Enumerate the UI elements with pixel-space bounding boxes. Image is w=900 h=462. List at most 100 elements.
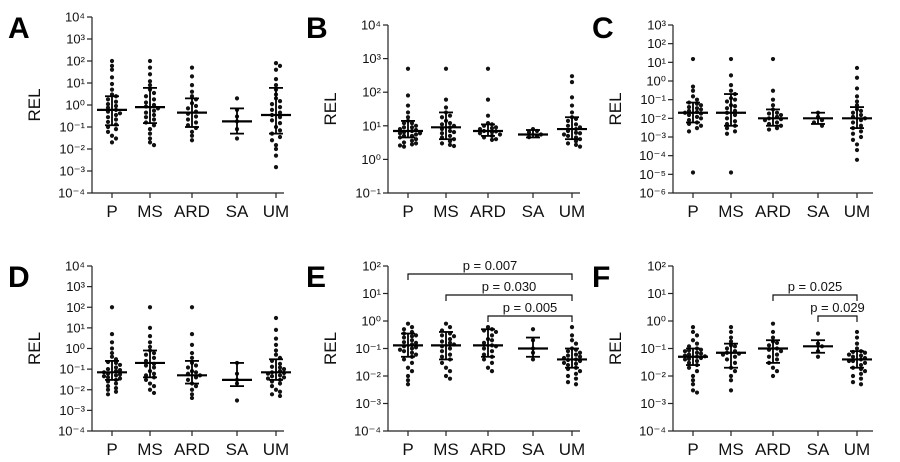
data-point — [113, 389, 119, 394]
data-point — [858, 123, 864, 128]
data-point — [109, 63, 115, 68]
panel-letter: A — [8, 12, 30, 45]
data-point — [147, 127, 153, 132]
data-point — [151, 97, 157, 102]
data-point — [185, 365, 191, 370]
y-tick-label: 10² — [66, 300, 85, 315]
data-point — [854, 99, 860, 104]
data-point — [732, 97, 738, 102]
data-point — [565, 373, 571, 379]
data-point — [409, 369, 415, 374]
data-point — [447, 121, 453, 126]
x-tick-label: ARD — [174, 202, 210, 221]
x-tick-label: P — [687, 440, 698, 459]
x-tick-label: UM — [263, 202, 289, 221]
data-point — [577, 131, 583, 136]
y-tick-label: 10⁻³ — [640, 130, 666, 145]
y-tick-label: 10⁻³ — [355, 396, 381, 411]
data-point — [770, 97, 776, 102]
data-point — [766, 111, 772, 116]
y-tick-label: 10¹ — [647, 55, 666, 70]
data-point — [277, 373, 283, 378]
x-tick-label: P — [106, 440, 117, 459]
data-point — [193, 114, 199, 119]
data-point — [273, 327, 279, 332]
panel-letter: C — [592, 12, 614, 45]
data-point — [850, 131, 856, 136]
data-point — [858, 353, 864, 358]
x-tick-label: UM — [844, 202, 870, 221]
data-point — [405, 382, 411, 387]
data-point — [565, 118, 571, 123]
x-tick-label: MS — [137, 440, 163, 459]
data-point — [569, 338, 575, 343]
data-point — [189, 133, 195, 138]
data-point — [565, 141, 571, 146]
data-point — [690, 88, 696, 93]
data-point — [858, 362, 864, 368]
data-point — [573, 341, 579, 346]
data-point — [690, 378, 696, 383]
y-tick-label: 10¹ — [66, 76, 85, 91]
data-point — [573, 122, 579, 127]
data-point — [277, 381, 283, 386]
y-tick-label: 10⁰ — [646, 314, 666, 329]
data-point — [409, 142, 415, 147]
data-point — [732, 119, 738, 124]
data-point — [858, 112, 864, 118]
data-point — [686, 365, 692, 370]
data-point — [147, 381, 153, 386]
data-point — [858, 134, 864, 140]
data-point — [113, 381, 119, 386]
data-point — [439, 141, 445, 146]
data-point — [269, 384, 275, 389]
panel-letter: E — [306, 261, 326, 294]
x-tick-label: P — [402, 440, 413, 459]
data-point — [728, 388, 734, 393]
data-point — [451, 129, 457, 135]
data-point — [573, 382, 579, 387]
data-point — [485, 325, 491, 330]
x-tick-label: ARD — [470, 202, 506, 221]
data-point — [694, 106, 700, 111]
data-point — [766, 343, 772, 348]
data-point — [147, 305, 153, 310]
y-tick-label: 10⁻⁴ — [639, 424, 666, 439]
data-point — [569, 95, 575, 100]
data-point — [686, 104, 692, 110]
data-point — [485, 97, 491, 102]
data-point — [815, 331, 821, 336]
data-point — [690, 56, 696, 62]
data-point — [439, 115, 445, 120]
data-point — [577, 350, 583, 355]
data-point — [409, 360, 415, 365]
panel-f: F REL 10⁻⁴ 10⁻³ 10⁻² 10⁻¹ 10⁰ 10¹ 10² P MS ARD SA UM p… — [592, 259, 873, 459]
data-point — [143, 377, 149, 383]
data-point — [489, 360, 495, 365]
data-point — [117, 367, 123, 373]
data-point — [770, 56, 776, 62]
data-point — [858, 108, 864, 114]
data-point — [774, 125, 780, 131]
data-point — [573, 376, 579, 381]
data-point — [189, 138, 195, 143]
data-point — [147, 131, 153, 136]
data-point — [281, 367, 287, 372]
data-point — [728, 73, 734, 78]
data-point — [561, 360, 567, 365]
data-point — [101, 374, 107, 379]
data-point — [569, 325, 575, 330]
data-point — [105, 367, 111, 372]
data-point — [481, 346, 487, 351]
data-point — [489, 369, 495, 374]
data-point — [477, 131, 483, 136]
data-point — [105, 101, 111, 107]
data-point — [447, 133, 453, 139]
data-point — [281, 375, 287, 380]
x-tick-label: UM — [559, 440, 585, 459]
y-tick-label: 10⁻⁴ — [639, 148, 666, 163]
data-point — [447, 352, 453, 357]
x-tick-label: MS — [718, 440, 744, 459]
data-point — [577, 354, 583, 359]
data-point — [728, 325, 734, 330]
